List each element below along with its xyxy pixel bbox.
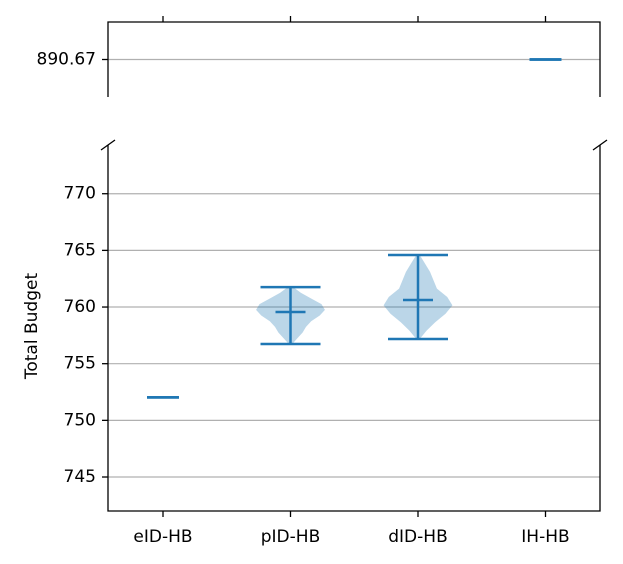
- break-mark: [100, 139, 116, 151]
- y-tick-label: 770: [64, 184, 96, 204]
- y-axis-label: Total Budget: [22, 273, 42, 381]
- top-spines: [107, 21, 601, 97]
- x-tick-label: eID-HB: [133, 527, 192, 547]
- break-mark: [592, 139, 608, 151]
- bottom-spines: [107, 145, 601, 512]
- y-tick-label: 760: [64, 297, 96, 317]
- x-tick-label: pID-HB: [261, 527, 320, 547]
- y-tick-label: 745: [64, 467, 96, 487]
- x-tick-label: IH-HB: [521, 527, 569, 547]
- y-tick-label: 750: [64, 410, 96, 430]
- y-tick-label: 765: [64, 240, 96, 260]
- y-tick-label: 755: [64, 354, 96, 374]
- y-tick-label: 890.67: [37, 50, 96, 70]
- x-tick-label: dID-HB: [388, 527, 447, 547]
